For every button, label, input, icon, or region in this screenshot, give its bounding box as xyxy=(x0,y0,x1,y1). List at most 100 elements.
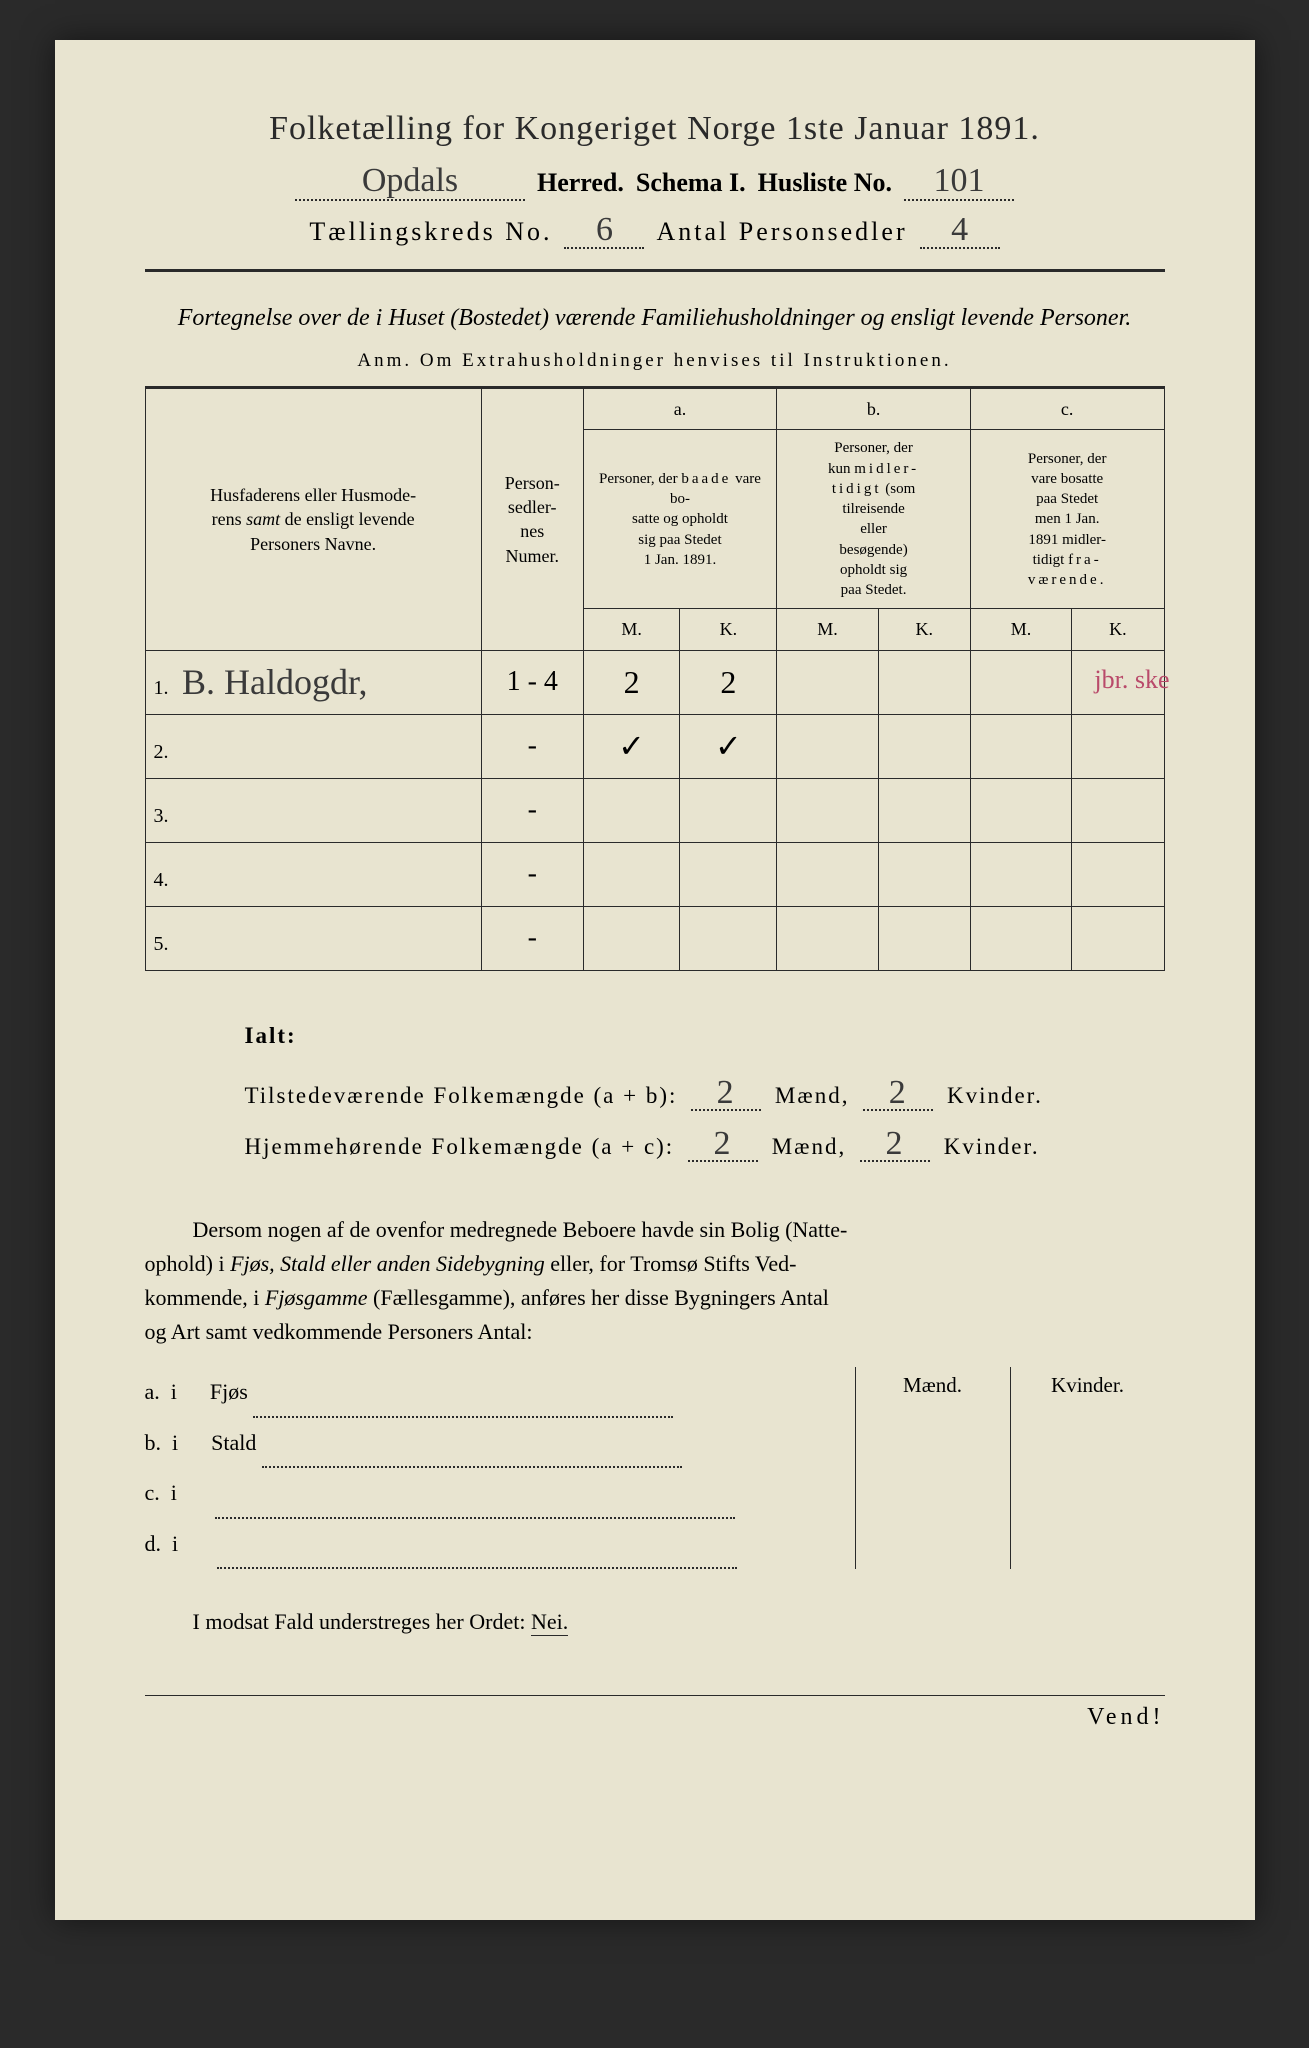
cell-num: 1 - 4 xyxy=(481,650,583,714)
col-c-m: M. xyxy=(970,609,1071,650)
col-c-hdr: c. xyxy=(970,389,1164,430)
nei-pre: I modsat Fald understreges her Ordet: xyxy=(193,1609,531,1634)
table-row: 2. -✓✓ xyxy=(145,714,1164,778)
col-header-num: Person- sedler- nes Numer. xyxy=(481,389,583,651)
census-form-page: Folketælling for Kongeriget Norge 1ste J… xyxy=(55,40,1255,1920)
nei-word: Nei. xyxy=(531,1609,568,1636)
schema-label: Schema I. xyxy=(636,168,746,198)
cell-num: - xyxy=(481,778,583,842)
col-b-k: K. xyxy=(878,609,970,650)
bygning-row: b. i Stald xyxy=(145,1418,843,1469)
cell-cM xyxy=(970,778,1071,842)
byg-col-kvinder: Kvinder. xyxy=(1010,1367,1165,1569)
bygning-cols: Mænd. Kvinder. xyxy=(855,1367,1165,1569)
col-c-k: K. xyxy=(1072,609,1164,650)
kreds-value: 6 xyxy=(564,215,644,250)
annotation-line: Anm. Om Extrahusholdninger henvises til … xyxy=(145,350,1165,388)
cell-aK: ✓ xyxy=(680,714,777,778)
total1-m: 2 xyxy=(691,1078,761,1111)
maend-label-2: Mænd, xyxy=(772,1134,847,1159)
bygning-list: a. i Fjøs b. i Stald c. i d. i xyxy=(145,1367,855,1569)
antal-label: Antal Personsedler xyxy=(656,217,907,247)
husliste-value: 101 xyxy=(904,166,1014,201)
row-name-cell: 5. xyxy=(145,906,481,970)
bygning-block: a. i Fjøs b. i Stald c. i d. i Mænd. Kvi… xyxy=(145,1367,1165,1569)
row-name-cell: 2. xyxy=(145,714,481,778)
kreds-label: Tællingskreds No. xyxy=(309,217,552,247)
header-row-2: Tællingskreds No. 6 Antal Personsedler 4 xyxy=(145,215,1165,273)
cell-num: - xyxy=(481,842,583,906)
nei-line: I modsat Fald understreges her Ordet: Ne… xyxy=(145,1609,1165,1635)
cell-bK xyxy=(878,714,970,778)
table-row: 3. - xyxy=(145,778,1164,842)
col-a-k: K. xyxy=(680,609,777,650)
kvinder-label-1: Kvinder. xyxy=(947,1083,1043,1108)
cell-cK xyxy=(1072,906,1164,970)
col-header-names: Husfaderens eller Husmode-rens samt de e… xyxy=(145,389,481,651)
total1-label: Tilstedeværende Folkemængde (a + b): xyxy=(245,1071,678,1122)
ialt-label: Ialt: xyxy=(245,1011,1165,1062)
cell-cM xyxy=(970,714,1071,778)
bygning-row: a. i Fjøs xyxy=(145,1367,843,1418)
cell-cK xyxy=(1072,778,1164,842)
herred-value: Opdals xyxy=(295,166,525,201)
col-b-m: M. xyxy=(777,609,878,650)
cell-aK: 2 xyxy=(680,650,777,714)
cell-bM xyxy=(777,906,878,970)
cell-bK xyxy=(878,842,970,906)
cell-aK xyxy=(680,906,777,970)
total2-m: 2 xyxy=(688,1129,758,1162)
bygning-row: d. i xyxy=(145,1519,843,1570)
cell-cK xyxy=(1072,714,1164,778)
cell-aM xyxy=(583,778,680,842)
total2-label: Hjemmehørende Folkemængde (a + c): xyxy=(245,1122,675,1173)
cell-bM xyxy=(777,650,878,714)
cell-bK xyxy=(878,778,970,842)
row-name-cell: 1. B. Haldogdr, xyxy=(145,650,481,714)
cell-cM xyxy=(970,842,1071,906)
col-a-text: Personer, der baade vare bo-satte og oph… xyxy=(583,430,777,609)
header-row-1: Opdals Herred. Schema I. Husliste No. 10… xyxy=(145,166,1165,201)
total2-k: 2 xyxy=(860,1129,930,1162)
cell-aK xyxy=(680,778,777,842)
cell-bM xyxy=(777,778,878,842)
table-row: 1. B. Haldogdr,1 - 422jbr. ske xyxy=(145,650,1164,714)
subtitle: Fortegnelse over de i Huset (Bostedet) v… xyxy=(145,300,1165,336)
total1-k: 2 xyxy=(863,1078,933,1111)
col-b-text: Personer, derkun midler-tidigt (somtilre… xyxy=(777,430,971,609)
main-table: Husfaderens eller Husmode-rens samt de e… xyxy=(145,388,1165,971)
cell-bK xyxy=(878,650,970,714)
col-b-hdr: b. xyxy=(777,389,971,430)
cell-num: - xyxy=(481,714,583,778)
instruction-paragraph: Dersom nogen af de ovenfor medregnede Be… xyxy=(145,1213,1165,1349)
footer-vend: Vend! xyxy=(145,1695,1165,1731)
col-c-text: Personer, dervare bosattepaa Stedetmen 1… xyxy=(970,430,1164,609)
maend-label-1: Mænd, xyxy=(775,1083,850,1108)
table-head: Husfaderens eller Husmode-rens samt de e… xyxy=(145,389,1164,651)
totals-block: Ialt: Tilstedeværende Folkemængde (a + b… xyxy=(245,1011,1165,1173)
antal-value: 4 xyxy=(920,215,1000,250)
table-row: 4. - xyxy=(145,842,1164,906)
cell-aK xyxy=(680,842,777,906)
cell-bM xyxy=(777,842,878,906)
byg-col-maend: Mænd. xyxy=(856,1367,1010,1569)
husliste-label: Husliste No. xyxy=(758,168,892,198)
cell-num: - xyxy=(481,906,583,970)
margin-note: jbr. ske xyxy=(1094,665,1169,695)
cell-aM xyxy=(583,842,680,906)
cell-cM xyxy=(970,906,1071,970)
col-a-hdr: a. xyxy=(583,389,777,430)
cell-aM xyxy=(583,906,680,970)
row-name-cell: 4. xyxy=(145,842,481,906)
row-name-cell: 3. xyxy=(145,778,481,842)
cell-aM: 2 xyxy=(583,650,680,714)
herred-label: Herred. xyxy=(537,168,624,198)
kvinder-label-2: Kvinder. xyxy=(944,1134,1040,1159)
table-body: 1. B. Haldogdr,1 - 422jbr. ske2. -✓✓3. -… xyxy=(145,650,1164,970)
page-title: Folketælling for Kongeriget Norge 1ste J… xyxy=(145,110,1165,148)
cell-aM: ✓ xyxy=(583,714,680,778)
cell-cK: jbr. ske xyxy=(1072,650,1164,714)
col-a-m: M. xyxy=(583,609,680,650)
cell-bK xyxy=(878,906,970,970)
cell-bM xyxy=(777,714,878,778)
